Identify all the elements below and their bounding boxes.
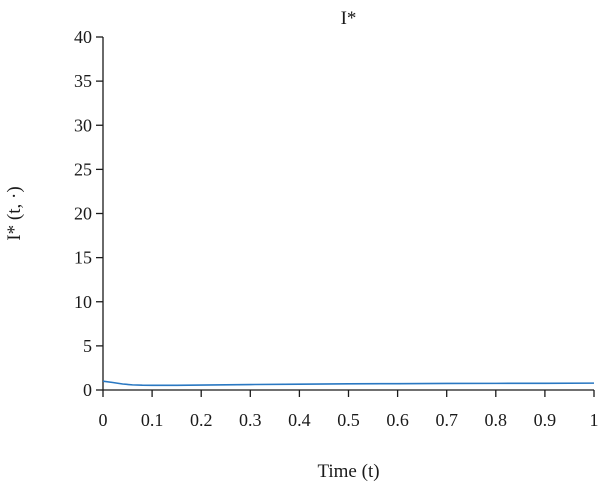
series-group <box>102 380 595 387</box>
y-tick-label: 5 <box>83 336 92 356</box>
x-tick-label: 0.3 <box>239 410 262 430</box>
x-tick-label: 0.5 <box>337 410 360 430</box>
y-axis-ticks: 0 5 10 15 20 25 30 35 40 <box>74 27 103 400</box>
x-tick-label: 0.4 <box>288 410 311 430</box>
x-tick-label: 0.1 <box>141 410 164 430</box>
x-axis-label: Time (t) <box>317 461 379 482</box>
x-tick-label: 1 <box>590 410 599 430</box>
x-tick-label: 0 <box>99 410 108 430</box>
x-tick-label: 0.8 <box>485 410 508 430</box>
x-axis-ticks: 0 0.1 0.2 0.3 0.4 0.5 0.6 0.7 0.8 0.9 1 <box>99 390 599 430</box>
series-line <box>102 380 595 387</box>
y-tick-label: 0 <box>83 380 92 400</box>
chart-title: I* <box>341 8 357 29</box>
axes <box>102 37 594 391</box>
x-tick-label: 0.2 <box>190 410 213 430</box>
y-tick-label: 30 <box>74 115 92 135</box>
y-tick-label: 35 <box>74 71 92 91</box>
x-tick-label: 0.6 <box>386 410 409 430</box>
y-tick-label: 25 <box>74 159 92 179</box>
y-tick-label: 15 <box>74 248 92 268</box>
y-tick-label: 10 <box>74 292 92 312</box>
y-axis-label: I* (t, ·) <box>4 186 25 240</box>
y-tick-label: 20 <box>74 204 92 224</box>
x-tick-label: 0.9 <box>534 410 557 430</box>
y-tick-label: 40 <box>74 27 92 47</box>
x-tick-label: 0.7 <box>435 410 458 430</box>
